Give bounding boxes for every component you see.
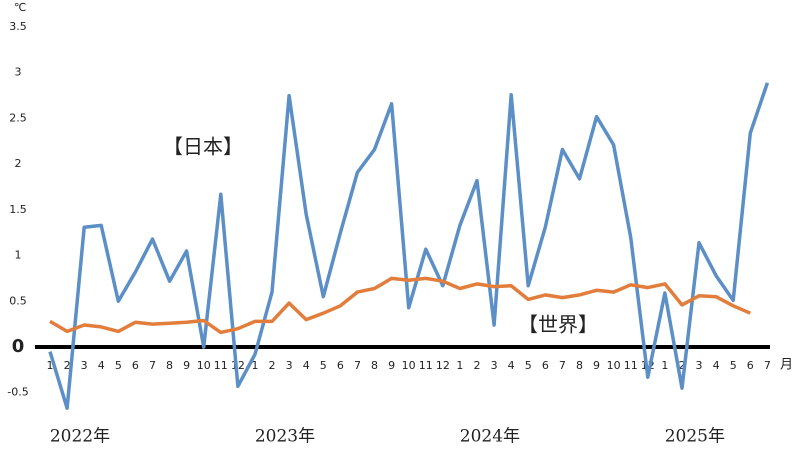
x-tick-label: 2	[269, 359, 276, 372]
x-tick-label: 6	[132, 359, 139, 372]
x-tick-label: 10	[197, 359, 211, 372]
annotation: 【世界】	[518, 313, 598, 337]
y-tick-label: 2.5	[9, 111, 27, 124]
x-tick-label: 8	[166, 359, 173, 372]
x-tick-label: 3	[491, 359, 498, 372]
data-line	[48, 82, 770, 410]
x-tick-label: 3	[81, 359, 88, 372]
x-tick-label: 5	[730, 359, 737, 372]
x-tick-label: 11	[419, 359, 433, 372]
annotation: 【日本】	[163, 135, 243, 159]
x-tick-label: 9	[593, 359, 600, 372]
x-tick-label: 10	[402, 359, 416, 372]
x-tick-label: 9	[183, 359, 190, 372]
y-tick-label: 1.5	[9, 203, 27, 216]
x-unit: 月	[780, 358, 793, 373]
y-tick-label: -0.5	[7, 386, 28, 399]
x-tick-label: 5	[320, 359, 327, 372]
x-tick-label: 7	[354, 359, 361, 372]
y-tick-label: 0	[12, 336, 25, 357]
x-tick-label: 1	[47, 359, 54, 372]
y-tick-label: 3	[15, 66, 22, 79]
year-label: 2022年	[50, 427, 110, 447]
x-tick-label: 6	[747, 359, 754, 372]
x-tick-label: 4	[713, 359, 720, 372]
x-tick-label: 11	[624, 359, 638, 372]
x-tick-label: 1	[251, 359, 258, 372]
x-tick-label: 3	[696, 359, 703, 372]
x-tick-label: 7	[149, 359, 156, 372]
year-label: 2023年	[255, 427, 315, 447]
x-tick-label: 5	[525, 359, 532, 372]
x-tick-label: 4	[303, 359, 310, 372]
x-tick-label: 4	[508, 359, 515, 372]
x-tick-label: 5	[115, 359, 122, 372]
x-tick-label: 8	[371, 359, 378, 372]
x-tick-label: 1	[456, 359, 463, 372]
x-tick-label: 1	[661, 359, 668, 372]
x-tick-label: 9	[388, 359, 395, 372]
x-tick-label: 2	[474, 359, 481, 372]
y-unit: ℃	[14, 1, 26, 14]
x-tick-label: 4	[98, 359, 105, 372]
x-tick-label: 3	[286, 359, 293, 372]
x-tick-label: 8	[576, 359, 583, 372]
x-tick-label: 6	[542, 359, 549, 372]
y-tick-label: 2	[15, 157, 22, 170]
x-tick-label: 11	[214, 359, 228, 372]
year-label: 2025年	[665, 427, 725, 447]
data-line	[49, 276, 751, 335]
x-tick-label: 10	[607, 359, 621, 372]
y-tick-label: 3.5	[9, 20, 27, 33]
x-tick-label: 2	[64, 359, 71, 372]
y-tick-label: 1	[15, 249, 22, 262]
y-tick-label: 0.5	[9, 294, 27, 307]
x-tick-label: 2	[678, 359, 685, 372]
x-tick-label: 7	[559, 359, 566, 372]
year-label: 2024年	[460, 427, 520, 447]
x-tick-label: 12	[436, 359, 450, 372]
x-tick-label: 7	[764, 359, 771, 372]
x-tick-label: 6	[337, 359, 344, 372]
